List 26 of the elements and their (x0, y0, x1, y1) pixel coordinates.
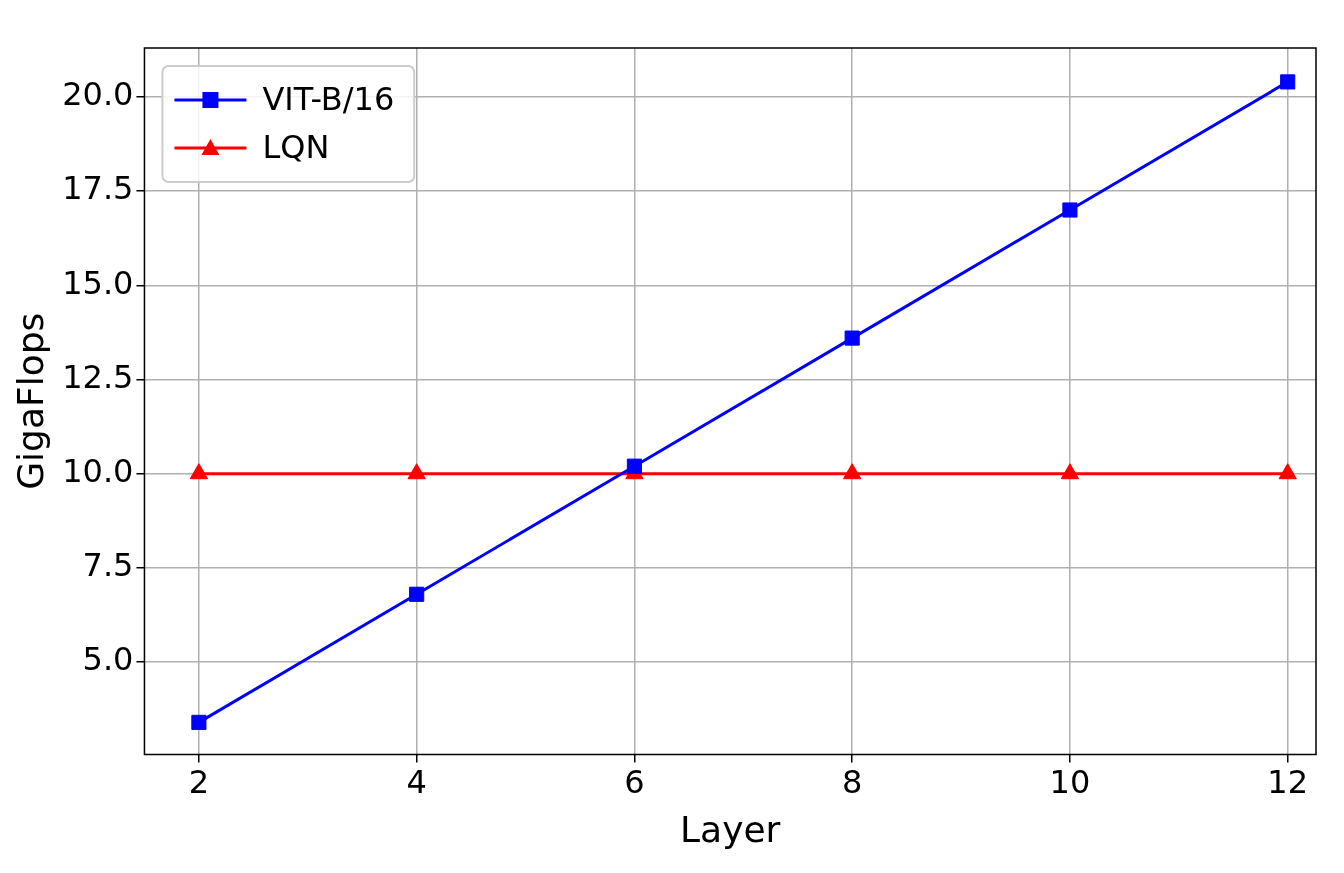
x-tick-label: 8 (841, 762, 863, 801)
y-tick-label: 15.0 (62, 263, 134, 302)
x-tick-label: 12 (1267, 762, 1309, 801)
point (626, 458, 642, 474)
y-tick-label: 7.5 (82, 546, 134, 585)
point (1280, 74, 1296, 90)
y-tick-label: 10.0 (62, 452, 134, 491)
x-axis-title: Layer (680, 808, 781, 850)
point (844, 330, 860, 346)
point (1062, 202, 1078, 218)
y-tick-label: 5.0 (82, 640, 134, 679)
y-tick-label: 12.5 (62, 357, 134, 396)
point (189, 463, 209, 480)
y-axis-title: GigaFlops (9, 312, 51, 490)
point (1060, 463, 1080, 480)
x-tick-label: 6 (624, 762, 645, 801)
x-tick-label: 2 (188, 762, 210, 801)
legend-label: LQN (262, 128, 330, 167)
legend-label: VIT-B/16 (262, 80, 395, 119)
y-tick-label: 17.5 (62, 169, 134, 208)
point (407, 463, 426, 480)
y-tick-label: 20.0 (62, 75, 134, 114)
x-tick-label: 10 (1049, 762, 1091, 801)
x-tick-label: 4 (406, 762, 427, 801)
point (843, 463, 862, 480)
point (1278, 463, 1297, 480)
